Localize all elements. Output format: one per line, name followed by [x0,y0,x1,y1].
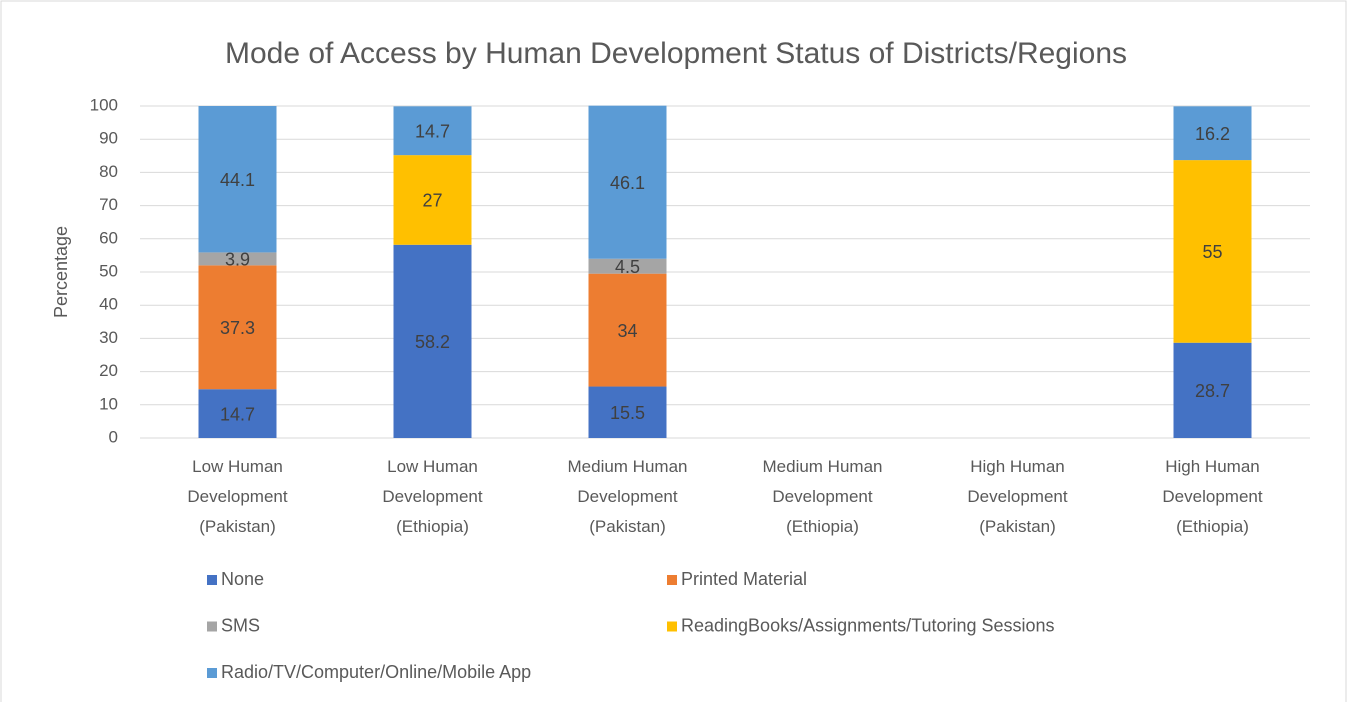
y-tick-label: 20 [99,361,118,380]
data-label: 28.7 [1195,381,1230,401]
legend-label: Radio/TV/Computer/Online/Mobile App [221,662,531,682]
y-axis-label: Percentage [51,226,71,318]
x-tick-label: Medium Human Development (Pakistan) [568,457,688,536]
data-label: 14.7 [415,121,450,141]
data-label: 3.9 [225,250,250,270]
legend-swatch [207,668,217,678]
y-tick-label: 50 [99,261,118,280]
data-label: 44.1 [220,170,255,190]
bar-segment [588,273,667,387]
bar-segment [393,106,472,156]
y-tick-label: 100 [90,95,118,114]
bar-segment [588,386,667,438]
data-label: 14.7 [220,404,255,424]
legend-label: ReadingBooks/Assignments/Tutoring Sessio… [681,615,1055,635]
data-label: 34 [617,321,637,341]
y-tick-label: 10 [99,394,118,413]
data-label: 16.2 [1195,124,1230,144]
legend-label: SMS [221,615,260,635]
y-tick-label: 0 [109,427,118,446]
bar-segment [588,105,667,259]
y-tick-label: 60 [99,228,118,247]
legend-swatch [667,575,677,585]
data-label: 15.5 [610,403,645,423]
x-tick-label: High Human Development (Ethiopia) [1162,457,1262,536]
bar-segment [1173,160,1252,343]
bar-segment [588,258,667,274]
legend-swatch [667,621,677,632]
legend-label: Printed Material [681,569,807,589]
y-tick-label: 30 [99,328,118,347]
bar-segment [198,265,277,390]
x-tick-label: Low Human Development (Pakistan) [187,457,287,536]
legend-label: None [221,569,264,589]
bar-segment [1173,106,1252,161]
data-label: 46.1 [610,173,645,193]
x-tick-label: High Human Development (Pakistan) [967,457,1067,536]
bar-segment [198,106,277,253]
y-tick-label: 90 [99,129,118,148]
data-label: 4.5 [615,257,640,277]
bar-segment [198,252,277,266]
data-label: 27 [422,191,442,211]
y-tick-label: 40 [99,295,118,314]
x-tick-label: Medium Human Development (Ethiopia) [763,457,883,536]
data-label: 58.2 [415,332,450,352]
data-label: 37.3 [220,318,255,338]
legend-swatch [207,575,217,585]
bar-segment [393,155,472,245]
bar-segment [198,389,277,438]
y-tick-label: 80 [99,162,118,181]
data-label: 55 [1202,242,1222,262]
bar-segment [1173,342,1252,438]
legend-swatch [207,621,217,632]
y-tick-label: 70 [99,195,118,214]
bar-segment [393,244,472,438]
x-tick-label: Low Human Development (Ethiopia) [382,457,482,536]
chart-title: Mode of Access by Human Development Stat… [225,37,1127,70]
